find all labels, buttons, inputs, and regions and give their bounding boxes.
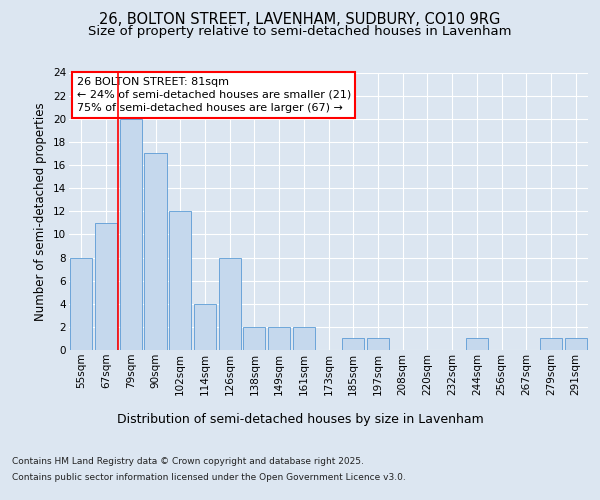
Text: 26, BOLTON STREET, LAVENHAM, SUDBURY, CO10 9RG: 26, BOLTON STREET, LAVENHAM, SUDBURY, CO…: [100, 12, 500, 28]
Text: 26 BOLTON STREET: 81sqm
← 24% of semi-detached houses are smaller (21)
75% of se: 26 BOLTON STREET: 81sqm ← 24% of semi-de…: [77, 76, 351, 113]
Text: Contains HM Land Registry data © Crown copyright and database right 2025.: Contains HM Land Registry data © Crown c…: [12, 458, 364, 466]
Text: Distribution of semi-detached houses by size in Lavenham: Distribution of semi-detached houses by …: [116, 412, 484, 426]
Bar: [268, 327, 290, 350]
Bar: [466, 338, 488, 350]
Bar: [367, 338, 389, 350]
Bar: [342, 338, 364, 350]
Bar: [218, 258, 241, 350]
Bar: [565, 338, 587, 350]
Bar: [119, 118, 142, 350]
Bar: [95, 223, 117, 350]
Bar: [540, 338, 562, 350]
Bar: [243, 327, 265, 350]
Bar: [70, 258, 92, 350]
Text: Size of property relative to semi-detached houses in Lavenham: Size of property relative to semi-detach…: [88, 25, 512, 38]
Bar: [293, 327, 315, 350]
Y-axis label: Number of semi-detached properties: Number of semi-detached properties: [34, 102, 47, 320]
Bar: [145, 154, 167, 350]
Bar: [194, 304, 216, 350]
Bar: [169, 211, 191, 350]
Text: Contains public sector information licensed under the Open Government Licence v3: Contains public sector information licen…: [12, 472, 406, 482]
